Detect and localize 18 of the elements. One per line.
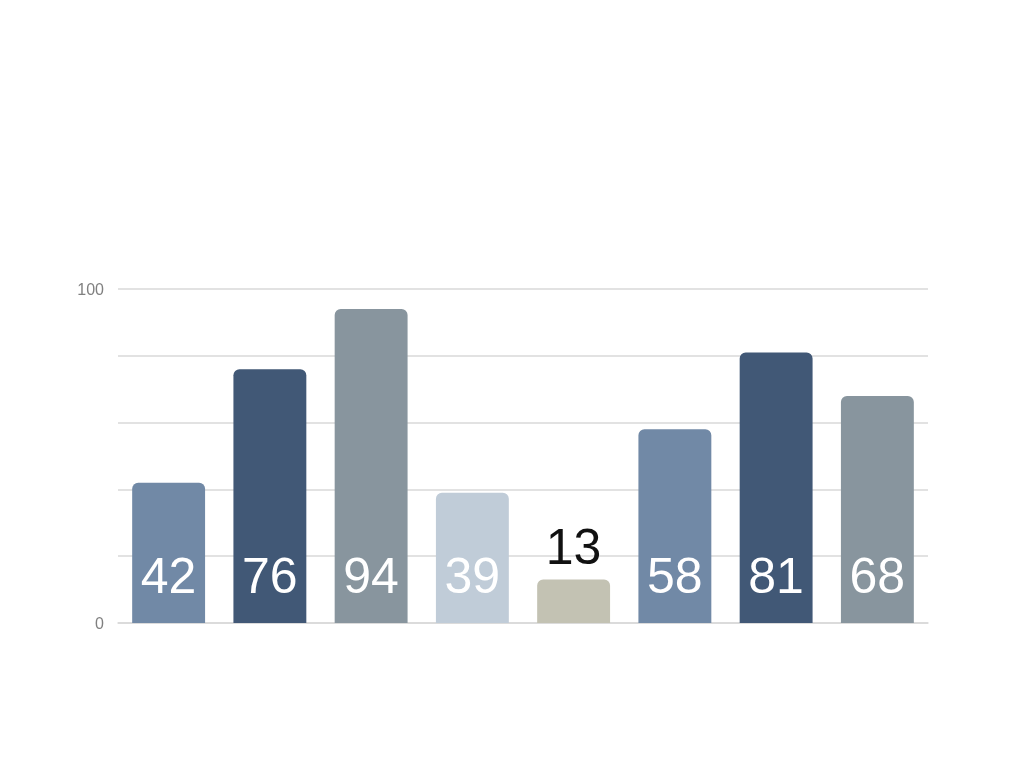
y-tick-label: 0 bbox=[95, 614, 105, 632]
data-label: 13 bbox=[545, 518, 602, 575]
data-label: 58 bbox=[647, 548, 703, 604]
bar bbox=[132, 482, 206, 623]
data-label: 68 bbox=[849, 548, 906, 604]
data-label: 42 bbox=[140, 548, 197, 604]
y-tick-label: 100 bbox=[77, 280, 105, 298]
bar bbox=[334, 309, 408, 623]
bar bbox=[233, 369, 307, 623]
data-label: 94 bbox=[343, 548, 399, 604]
bar bbox=[537, 579, 611, 623]
bar bbox=[739, 352, 813, 623]
data-label: 39 bbox=[444, 548, 501, 604]
data-label: 81 bbox=[748, 548, 804, 604]
data-label: 76 bbox=[242, 548, 298, 604]
bar bbox=[840, 395, 914, 623]
bar bbox=[638, 429, 712, 623]
bar bbox=[435, 492, 509, 623]
